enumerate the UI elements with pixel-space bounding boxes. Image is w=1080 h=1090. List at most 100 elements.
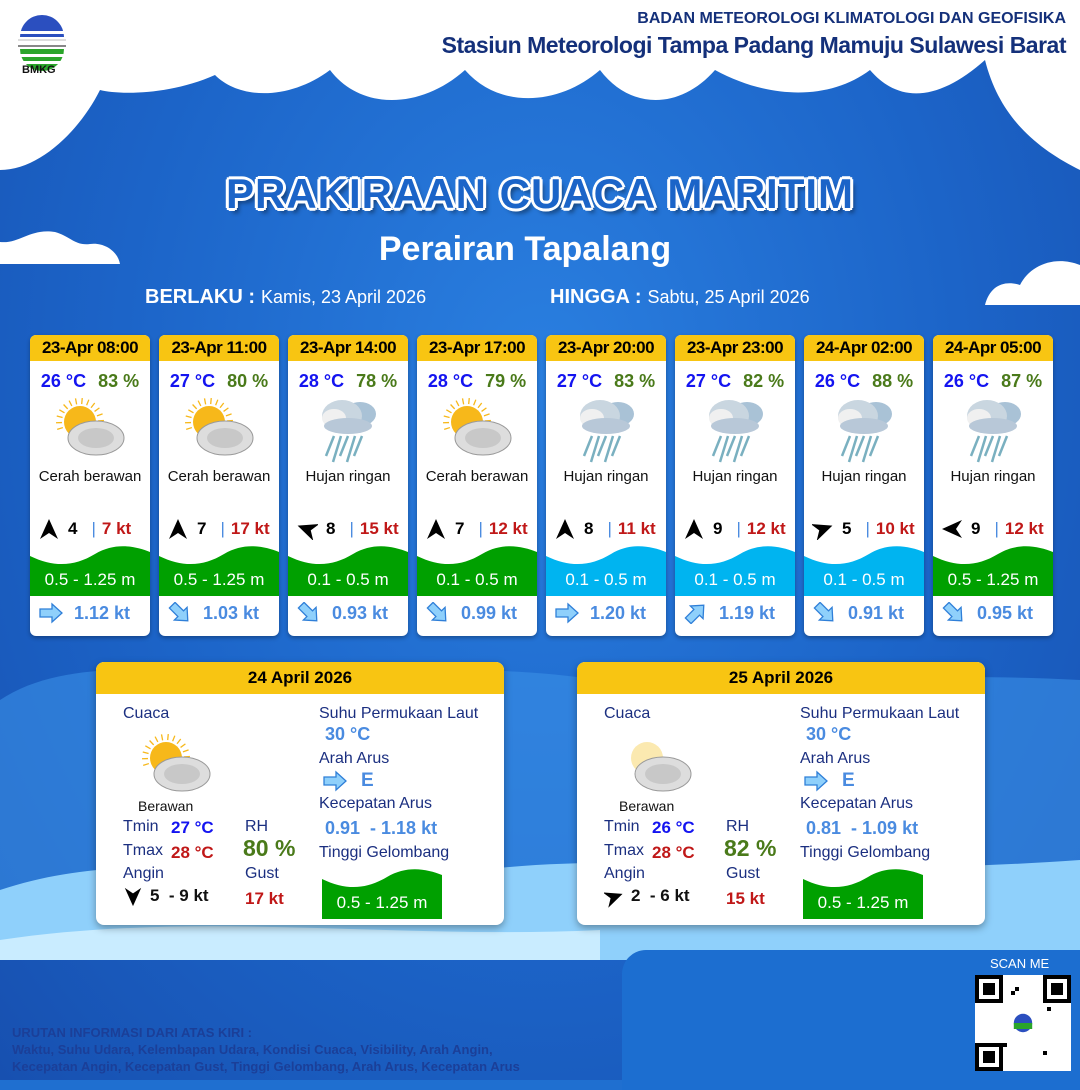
gust-label: Gust xyxy=(726,865,760,883)
tmin: 27 °C xyxy=(171,818,214,838)
gust-speed: 12 kt xyxy=(1005,519,1044,539)
current-speed: 1.20 kt xyxy=(590,603,646,624)
wind-speed: 9 xyxy=(971,519,980,539)
current-row: 0.93 kt xyxy=(288,596,408,630)
current-speed: 0.93 kt xyxy=(332,603,388,624)
wave-height: 0.5 - 1.25 m xyxy=(322,893,442,913)
wind-speed: 9 xyxy=(713,519,722,539)
tmax: 28 °C xyxy=(652,843,695,863)
qr-code[interactable] xyxy=(975,975,1071,1071)
weather-condition: Hujan ringan xyxy=(675,468,795,516)
current-direction-label: Arah Arus xyxy=(319,750,389,768)
wave-height-panel: 0.1 - 0.5 m xyxy=(417,544,537,596)
current-direction-icon xyxy=(167,602,203,624)
weather-condition: Berawan xyxy=(138,798,193,814)
current-direction-icon xyxy=(554,602,590,624)
sst: 30 °C xyxy=(806,724,851,745)
air-temperature: 28 °C xyxy=(428,371,473,392)
forecast-time: 23-Apr 08:00 xyxy=(30,335,150,361)
wind-direction-icon xyxy=(425,518,447,540)
wind-row: 8|11 kt xyxy=(546,516,666,542)
tmin-label: Tmin xyxy=(604,818,640,836)
valid-to-date: Sabtu, 25 April 2026 xyxy=(647,287,809,307)
current-row: 0.95 kt xyxy=(933,596,1053,630)
current-direction: E xyxy=(361,770,374,792)
sst-label: Suhu Permukaan Laut xyxy=(800,705,959,723)
wave-height-panel: 0.5 - 1.25 m xyxy=(30,544,150,596)
current-speed: 0.99 kt xyxy=(461,603,517,624)
current-direction-icon xyxy=(322,770,348,792)
weather-condition: Hujan ringan xyxy=(933,468,1053,516)
current-direction-icon xyxy=(803,770,829,792)
gust-speed: 12 kt xyxy=(747,519,786,539)
gust: 17 kt xyxy=(245,889,284,909)
sun-cloud-icon xyxy=(136,732,216,807)
forecast-time: 24-Apr 05:00 xyxy=(933,335,1053,361)
wave-label: Tinggi Gelombang xyxy=(319,844,449,862)
gust: 15 kt xyxy=(726,889,765,909)
wave-height-panel: 0.1 - 0.5 m xyxy=(804,544,924,596)
forecast-time: 23-Apr 14:00 xyxy=(288,335,408,361)
temp-rh-row: 26 °C 88 % xyxy=(804,371,924,392)
wind-label: Angin xyxy=(604,865,645,883)
current-row: 1.20 kt xyxy=(546,596,666,630)
wave-height: 0.1 - 0.5 m xyxy=(288,570,408,590)
forecast-time: 24-Apr 02:00 xyxy=(804,335,924,361)
valid-from: BERLAKU :Kamis, 23 April 2026 xyxy=(145,286,426,309)
wave-height-panel: 0.5 - 1.25 m xyxy=(933,544,1053,596)
legend-line: Waktu, Suhu Udara, Kelembapan Udara, Kon… xyxy=(12,1041,520,1058)
legend: URUTAN INFORMASI DARI ATAS KIRI : Waktu,… xyxy=(12,1024,520,1075)
weather-condition: Hujan ringan xyxy=(804,468,924,516)
current-direction-icon xyxy=(812,602,848,624)
wave-height-panel: 0.5 - 1.25 m xyxy=(159,544,279,596)
wind-range: 5 - 9 kt xyxy=(150,886,209,906)
gust-label: Gust xyxy=(245,865,279,883)
wave-height: 0.1 - 0.5 m xyxy=(804,570,924,590)
wave-height: 0.1 - 0.5 m xyxy=(417,570,537,590)
station-name: Stasiun Meteorologi Tampa Padang Mamuju … xyxy=(442,32,1066,59)
sun-cloud-icon xyxy=(179,396,259,466)
wave-height-panel: 0.5 - 1.25 m xyxy=(322,867,442,919)
current-direction-icon xyxy=(296,602,332,624)
weather-label: Cuaca xyxy=(604,705,650,723)
separator: | xyxy=(994,519,998,539)
scan-me-label: SCAN ME xyxy=(990,956,1049,971)
area-name: Perairan Tapalang xyxy=(0,230,1050,269)
page-title: PRAKIRAAN CUACA MARITIM xyxy=(0,170,1080,218)
wind-direction-icon xyxy=(683,518,705,540)
air-temperature: 27 °C xyxy=(557,371,602,392)
wind-row: 9 | 12 kt xyxy=(933,516,1053,542)
air-temperature: 26 °C xyxy=(815,371,860,392)
rain-cloud-icon xyxy=(695,396,775,466)
rh-label: RH xyxy=(245,818,268,836)
current-row: 0.91 kt xyxy=(804,596,924,630)
humidity: 87 % xyxy=(1001,371,1042,392)
current-row: 1.19 kt xyxy=(675,596,795,630)
air-temperature: 26 °C xyxy=(944,371,989,392)
faint-sun-cloud-icon xyxy=(617,732,697,807)
wind-direction-icon xyxy=(604,886,624,913)
forecast-time: 23-Apr 23:00 xyxy=(675,335,795,361)
humidity: 80 % xyxy=(227,371,268,392)
forecast-time: 23-Apr 11:00 xyxy=(159,335,279,361)
logo-text: BMKG xyxy=(22,64,56,76)
wave-label: Tinggi Gelombang xyxy=(800,844,930,862)
humidity: 88 % xyxy=(872,371,913,392)
wind-row: 4|7 kt xyxy=(30,516,150,542)
valid-to-label: HINGGA : xyxy=(550,286,641,308)
current-speed: 0.95 kt xyxy=(977,603,1033,624)
current-speed-label: Kecepatan Arus xyxy=(800,795,913,813)
air-temperature: 26 °C xyxy=(41,371,86,392)
current-direction-icon xyxy=(683,602,719,624)
separator: | xyxy=(865,519,869,539)
wind-speed: 5 xyxy=(842,519,851,539)
wave-height-panel: 0.5 - 1.25 m xyxy=(803,867,923,919)
wind-label: Angin xyxy=(123,865,164,883)
